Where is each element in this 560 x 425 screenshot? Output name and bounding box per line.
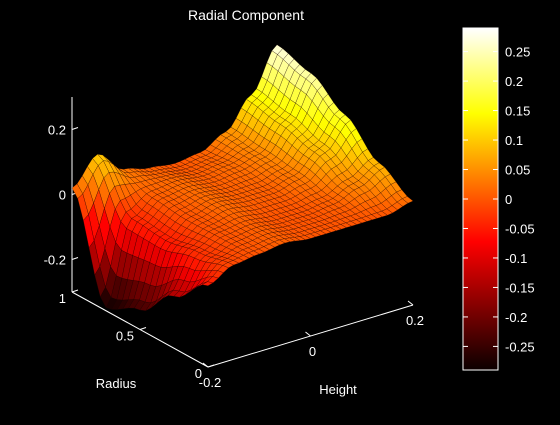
colorbar-tick-label: 0.2 [505, 74, 523, 89]
surface-facet [201, 281, 214, 286]
height-tick [305, 331, 311, 337]
colorbar-gradient [463, 28, 498, 370]
radius-tick-label: 0.5 [116, 329, 134, 344]
colorbar-tick-label: 0.25 [505, 45, 530, 60]
radius-tick [139, 327, 147, 330]
z-tick [71, 257, 79, 260]
height-tick-label: 0.2 [406, 313, 424, 328]
z-tick-label: 0.2 [48, 123, 66, 138]
height-tick [407, 300, 414, 306]
chart-title: Radial Component [188, 7, 304, 23]
colorbar-tick-label: 0.1 [505, 133, 523, 148]
colorbar-tick-label: -0.15 [505, 280, 535, 295]
z-tick-label: 0 [59, 188, 66, 203]
colorbar: 0.25 0.2 0.15 0.1 0.05 0 -0.05 -0.1 -0.15 -0.2 -0.… [462, 27, 535, 371]
height-tick [202, 362, 209, 368]
surface-layer [71, 44, 414, 312]
colorbar-tick-label: -0.1 [505, 251, 527, 266]
radius-tick-label: 0 [195, 366, 202, 381]
x-axis-label: Height [319, 382, 357, 397]
colorbar-tick-label: -0.2 [505, 310, 527, 325]
colorbar-tick-label: 0 [505, 192, 512, 207]
y-axis-label: Radius [96, 376, 137, 391]
height-tick-label: 0 [309, 344, 316, 359]
radius-tick [207, 364, 215, 368]
colorbar-tick-label: -0.05 [505, 221, 535, 236]
colorbar-tick-label: 0.15 [505, 104, 530, 119]
colorbar-tick-label: 0.05 [505, 163, 530, 178]
radius-tick [71, 289, 79, 293]
height-tick-label: -0.2 [199, 375, 221, 390]
axes-layer: -0.200.200.51-0.200.2 [44, 97, 424, 390]
z-tick [71, 127, 79, 130]
colorbar-tick-label: -0.25 [505, 339, 535, 354]
z-tick-label: -0.2 [44, 253, 66, 268]
radius-tick-label: 1 [59, 291, 66, 306]
